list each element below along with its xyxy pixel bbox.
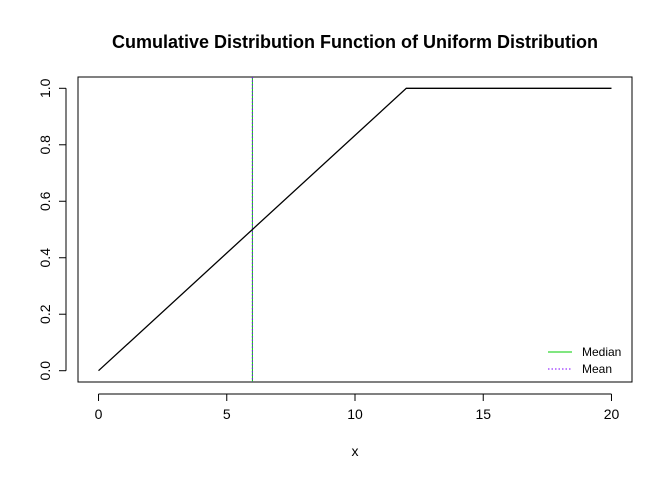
cdf-line [98, 87, 612, 372]
legend-label-median: Median [582, 345, 621, 359]
x-axis-label: x [352, 443, 359, 459]
cdf-series [98, 87, 612, 372]
y-tick-label: 0.2 [37, 304, 53, 324]
x-tick-label: 5 [223, 406, 231, 422]
y-tick-label: 1.0 [37, 78, 53, 98]
chart-title: Cumulative Distribution Function of Unif… [112, 32, 598, 52]
x-tick-label: 15 [475, 406, 491, 422]
y-tick-label: 0.0 [37, 361, 53, 381]
x-tick-label: 20 [604, 406, 620, 422]
y-tick-label: 0.6 [37, 191, 53, 211]
x-tick-label: 10 [347, 406, 363, 422]
plot-frame [77, 76, 633, 383]
y-tick-label: 0.4 [37, 248, 53, 268]
y-tick-label: 0.8 [37, 135, 53, 155]
x-axis: 0 5 10 15 20 [95, 393, 620, 422]
x-tick-label: 0 [95, 406, 103, 422]
legend: Median Mean [548, 345, 621, 376]
legend-label-mean: Mean [582, 362, 612, 376]
y-axis: 0.0 0.2 0.4 0.6 0.8 1.0 [37, 78, 67, 381]
